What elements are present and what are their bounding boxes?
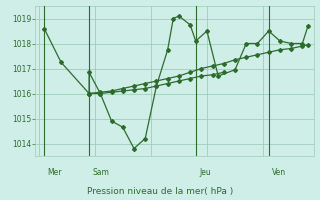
Text: Ven: Ven <box>272 168 286 177</box>
Text: Mer: Mer <box>47 168 62 177</box>
Text: Jeu: Jeu <box>199 168 211 177</box>
Text: Sam: Sam <box>92 168 109 177</box>
Text: Pression niveau de la mer( hPa ): Pression niveau de la mer( hPa ) <box>87 187 233 196</box>
